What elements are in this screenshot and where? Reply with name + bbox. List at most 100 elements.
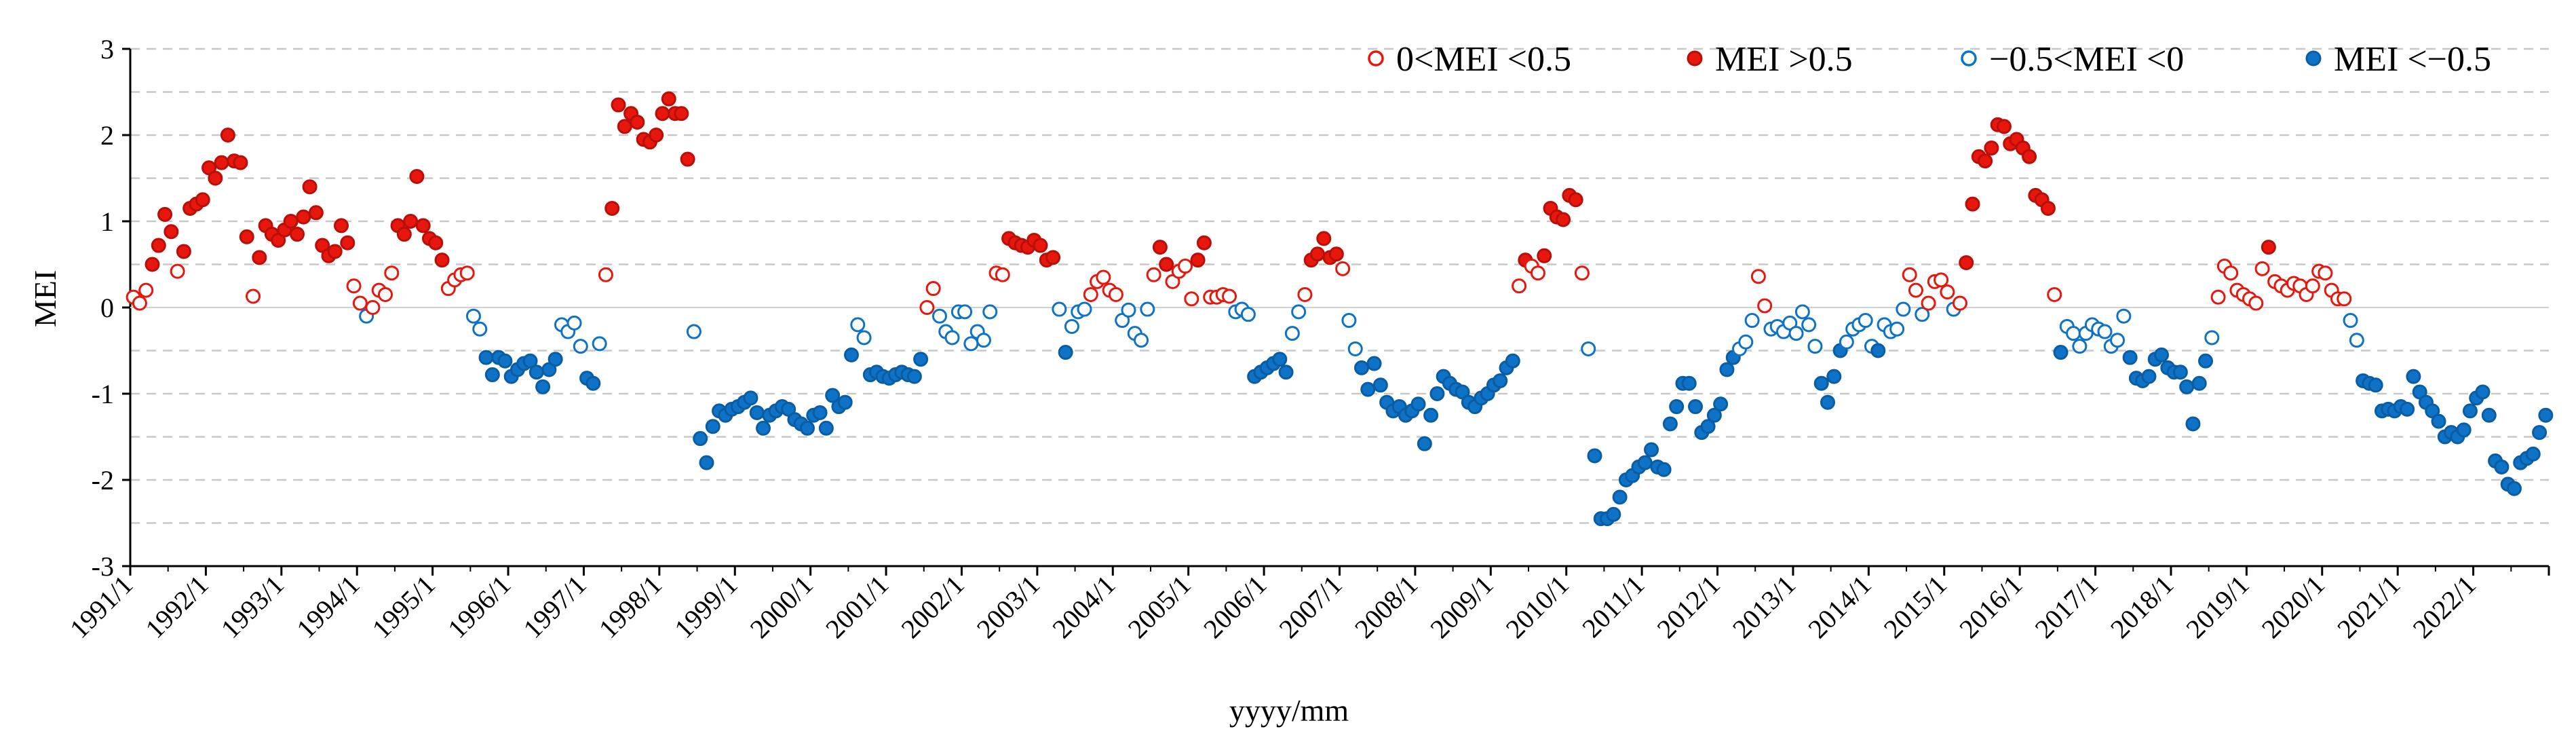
point-mei-below-neg0.5	[1644, 442, 1659, 458]
point-mei-below-neg0.5	[528, 365, 544, 380]
point-mei-above-0.5	[604, 200, 620, 216]
point-mei-above-0.5	[340, 235, 355, 250]
point-mei-above-0.5	[164, 224, 179, 240]
point-mei-0-to-0.5	[925, 281, 941, 297]
point-mei-below-neg0.5	[743, 390, 758, 406]
point-mei-above-0.5	[208, 170, 223, 186]
y-tick-label: 3	[100, 34, 114, 64]
point-mei-neg0.5-to-0	[1788, 326, 1804, 341]
x-axis-title: yyyy/mm	[1229, 693, 1349, 728]
point-mei-below-neg0.5	[2368, 377, 2383, 393]
point-mei-below-neg0.5	[2172, 365, 2188, 380]
point-mei-neg0.5-to-0	[2204, 330, 2220, 346]
point-mei-below-neg0.5	[1681, 375, 1697, 391]
point-mei-below-neg0.5	[705, 419, 720, 434]
point-mei-neg0.5-to-0	[976, 333, 991, 348]
point-mei-above-0.5	[674, 106, 689, 122]
point-mei-0-to-0.5	[1750, 269, 1766, 284]
point-mei-above-0.5	[252, 250, 267, 265]
x-tick-label: 2012/1	[1651, 570, 1725, 644]
x-tick-label: 2003/1	[971, 570, 1045, 644]
point-mei-below-neg0.5	[1870, 343, 1886, 358]
point-mei-below-neg0.5	[1493, 373, 1508, 388]
legend-marker-open-red	[1368, 50, 1384, 67]
point-mei-neg0.5-to-0	[963, 336, 979, 352]
point-mei-0-to-0.5	[1940, 284, 1955, 300]
point-mei-0-to-0.5	[138, 282, 154, 298]
point-mei-below-neg0.5	[2141, 369, 2157, 384]
point-mei-above-0.5	[1965, 196, 1980, 212]
point-mei-below-neg0.5	[1656, 462, 1672, 477]
point-mei-0-to-0.5	[1902, 267, 1917, 282]
point-mei-below-neg0.5	[585, 375, 601, 391]
point-mei-below-neg0.5	[2506, 481, 2522, 496]
point-mei-neg0.5-to-0	[1077, 301, 1092, 317]
point-mei-neg0.5-to-0	[944, 330, 960, 346]
point-mei-neg0.5-to-0	[931, 308, 947, 324]
point-mei-above-0.5	[334, 218, 349, 234]
point-mei-above-0.5	[396, 227, 412, 242]
point-mei-neg0.5-to-0	[982, 304, 998, 320]
point-mei-above-0.5	[661, 91, 676, 107]
axes	[122, 48, 2550, 576]
point-mei-below-neg0.5	[1826, 369, 1842, 384]
point-mei-neg0.5-to-0	[566, 315, 582, 331]
point-mei-below-neg0.5	[1688, 399, 1704, 415]
point-mei-below-neg0.5	[1360, 381, 1376, 397]
point-mei-below-neg0.5	[1719, 362, 1735, 377]
point-mei-above-0.5	[1328, 246, 1344, 262]
point-mei-below-neg0.5	[2185, 416, 2201, 432]
y-tick-label: -3	[92, 551, 114, 582]
point-mei-above-0.5	[409, 168, 425, 184]
point-mei-below-neg0.5	[2191, 375, 2207, 391]
point-mei-below-neg0.5	[2431, 413, 2446, 429]
point-mei-above-0.5	[1033, 238, 1048, 253]
point-mei-below-neg0.5	[2538, 407, 2554, 423]
point-mei-0-to-0.5	[1335, 261, 1351, 276]
x-tick-label: 2019/1	[2180, 570, 2254, 644]
point-mei-above-0.5	[157, 206, 173, 222]
point-mei-0-to-0.5	[1921, 295, 1936, 311]
point-mei-above-0.5	[655, 106, 670, 122]
point-mei-below-neg0.5	[484, 367, 500, 383]
point-mei-below-neg0.5	[1353, 360, 1369, 375]
point-mei-below-neg0.5	[2475, 384, 2491, 400]
x-tick-label: 2007/1	[1273, 570, 1347, 644]
point-mei-neg0.5-to-0	[1915, 307, 1930, 322]
point-mei-neg0.5-to-0	[1052, 301, 1067, 317]
point-mei-above-0.5	[1190, 253, 1206, 268]
point-mei-above-0.5	[415, 218, 431, 234]
x-tick-label: 1997/1	[517, 570, 592, 644]
x-tick-label: 2004/1	[1046, 570, 1121, 644]
point-mei-0-to-0.5	[170, 263, 185, 279]
point-mei-below-neg0.5	[1272, 352, 1288, 367]
x-tick-label: 1993/1	[215, 570, 290, 644]
point-mei-neg0.5-to-0	[2343, 313, 2358, 329]
point-mei-0-to-0.5	[1512, 278, 1527, 294]
point-mei-neg0.5-to-0	[1341, 313, 1357, 329]
point-mei-0-to-0.5	[365, 300, 381, 315]
point-mei-0-to-0.5	[1108, 286, 1123, 302]
point-mei-neg0.5-to-0	[573, 339, 588, 354]
legend-label-open-red: 0<MEI <0.5	[1396, 40, 1571, 79]
x-tick-label: 2011/1	[1576, 570, 1650, 644]
point-mei-neg0.5-to-0	[1347, 341, 1363, 356]
point-mei-below-neg0.5	[1706, 407, 1722, 423]
point-mei-below-neg0.5	[837, 394, 853, 410]
point-mei-above-0.5	[680, 151, 695, 167]
legend-marker-filled-blue	[2305, 50, 2322, 67]
point-mei-neg0.5-to-0	[1121, 302, 1136, 318]
point-mei-neg0.5-to-0	[1794, 304, 1810, 320]
point-mei-above-0.5	[151, 238, 166, 253]
x-tick-label: 1998/1	[593, 570, 668, 644]
point-mei-0-to-0.5	[1222, 288, 1237, 304]
x-tick-label: 2001/1	[820, 570, 894, 644]
point-mei-neg0.5-to-0	[1581, 341, 1596, 356]
point-mei-neg0.5-to-0	[1134, 333, 1149, 348]
point-mei-above-0.5	[617, 119, 632, 134]
point-mei-0-to-0.5	[919, 300, 935, 315]
point-mei-0-to-0.5	[1530, 265, 1545, 281]
point-mei-above-0.5	[1045, 250, 1061, 265]
point-mei-above-0.5	[308, 205, 324, 221]
point-mei-0-to-0.5	[2318, 265, 2333, 281]
